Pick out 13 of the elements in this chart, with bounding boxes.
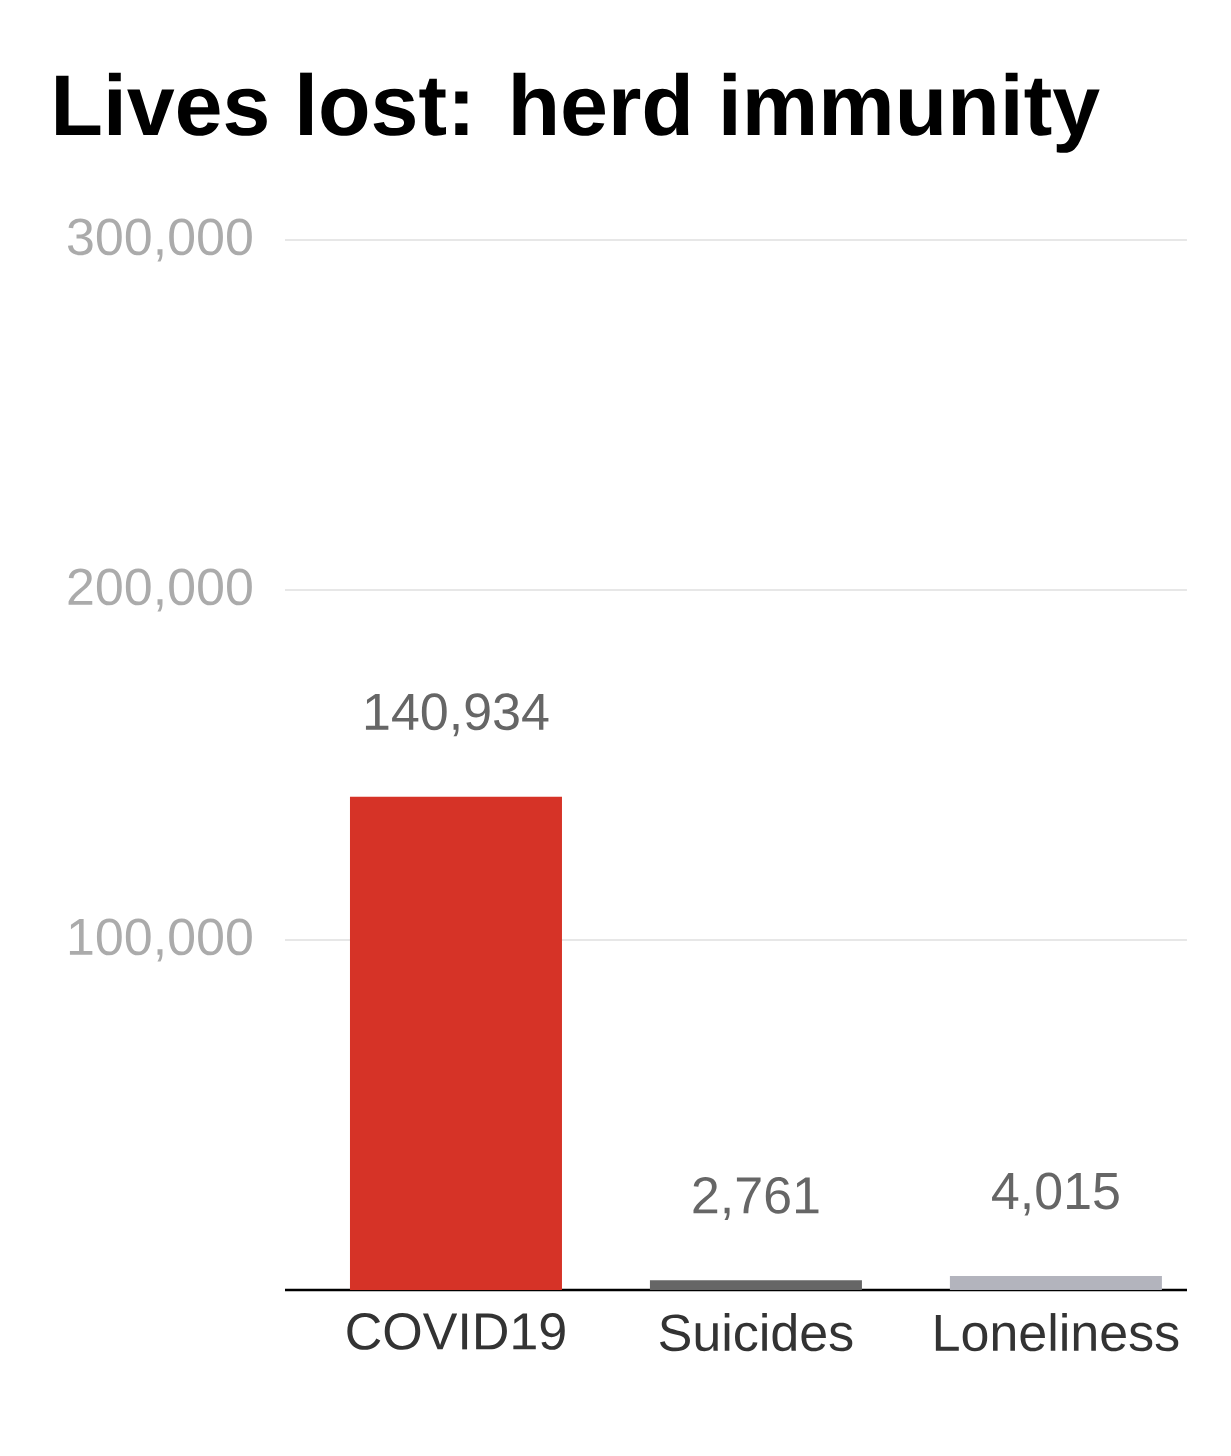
bar xyxy=(349,796,562,1290)
chart-title: Lives lost: herd immunity xyxy=(56,72,1100,153)
data-label: 4,015 xyxy=(992,1172,1119,1216)
y-tick-label: 300,000 xyxy=(67,218,252,262)
x-tick-label: COVID19 xyxy=(347,1313,565,1350)
data-label: 2,761 xyxy=(693,1176,819,1220)
data-label: 140,934 xyxy=(365,693,549,737)
bar xyxy=(649,1280,862,1290)
bar xyxy=(949,1275,1162,1290)
x-tick-label: Suicides xyxy=(660,1313,853,1352)
y-tick-label: 200,000 xyxy=(68,568,252,612)
y-tick-label: 100,000 xyxy=(69,918,252,962)
x-tick-label: Loneliness xyxy=(935,1313,1179,1352)
